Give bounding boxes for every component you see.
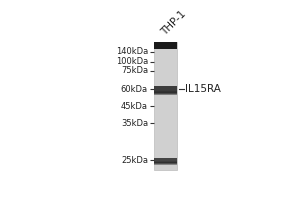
Bar [154,90,177,91]
Bar [154,91,177,93]
Bar [154,162,177,165]
Text: 25kDa: 25kDa [121,156,148,165]
Text: 75kDa: 75kDa [121,66,148,75]
Bar [154,158,177,163]
Bar [154,42,177,170]
Bar [154,86,177,93]
Bar [154,161,177,162]
Bar [154,92,177,94]
Bar [154,91,177,92]
Bar [154,162,177,164]
Text: 100kDa: 100kDa [116,57,148,66]
Text: 45kDa: 45kDa [121,102,148,111]
Bar [154,161,177,162]
Text: 35kDa: 35kDa [121,119,148,128]
Text: 140kDa: 140kDa [116,47,148,56]
Bar [154,161,177,162]
Bar [154,92,177,95]
Bar [154,162,177,164]
Bar [154,91,177,92]
Text: IL15RA: IL15RA [185,84,221,94]
Bar [154,162,177,163]
Text: 60kDa: 60kDa [121,85,148,94]
Text: THP-1: THP-1 [160,9,188,37]
Bar [154,91,177,93]
Bar [154,162,177,163]
Bar [154,92,177,94]
Bar [154,42,177,49]
